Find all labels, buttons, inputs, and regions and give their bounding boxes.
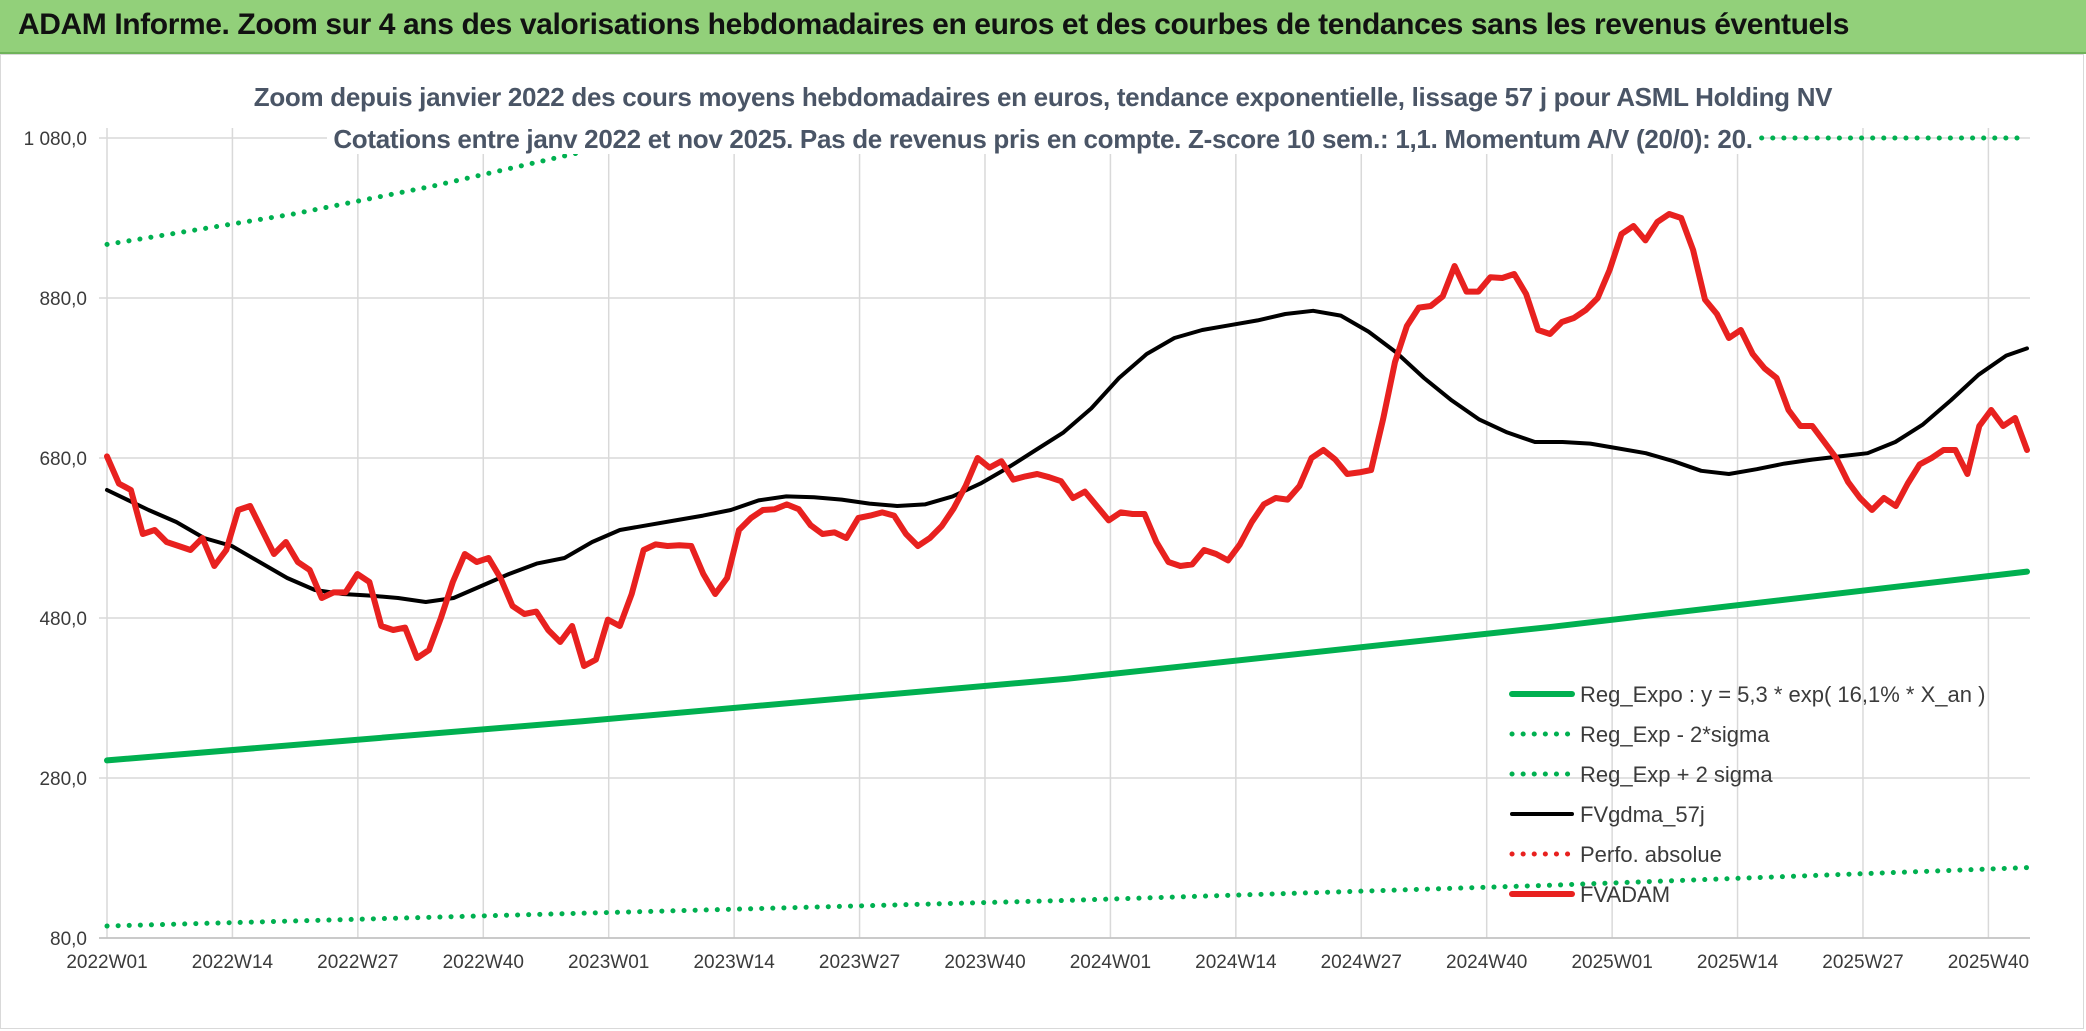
x-tick-label: 2025W27 bbox=[1822, 952, 1903, 973]
chart-title: Zoom depuis janvier 2022 des cours moyen… bbox=[0, 82, 2086, 113]
legend-label: Perfo. absolue bbox=[1580, 842, 1722, 867]
series-line-1 bbox=[104, 865, 2030, 929]
x-tick-label: 2025W14 bbox=[1697, 952, 1779, 973]
y-tick-label: 280,0 bbox=[39, 769, 87, 790]
chart-subtitle-text: Cotations entre janv 2022 et nov 2025. P… bbox=[327, 124, 1759, 154]
report-title: ADAM Informe. Zoom sur 4 ans des valoris… bbox=[18, 8, 1850, 41]
chart-frame bbox=[0, 54, 2084, 1029]
chart-subtitle: Cotations entre janv 2022 et nov 2025. P… bbox=[0, 124, 2086, 155]
series-line-5 bbox=[104, 211, 2030, 669]
legend: Reg_Expo : y = 5,3 * exp( 16,1% * X_an )… bbox=[1509, 682, 1985, 907]
x-tick-label: 2022W01 bbox=[66, 952, 147, 973]
x-tick-label: 2024W01 bbox=[1070, 952, 1151, 973]
x-tick-label: 2023W40 bbox=[944, 952, 1025, 973]
series-line-0 bbox=[104, 568, 2030, 764]
y-tick-label: 480,0 bbox=[39, 609, 87, 630]
legend-label: FVgdma_57j bbox=[1580, 802, 1705, 827]
chart-title-text: Zoom depuis janvier 2022 des cours moyen… bbox=[247, 82, 1839, 112]
y-axis: 80,0 280,0 480,0 680,0 880,0 1 080,0 bbox=[24, 129, 87, 950]
x-axis: 2022W01 2022W14 2022W27 2022W40 2023W01 2023W… bbox=[66, 952, 2029, 973]
legend-label: Reg_Expo : y = 5,3 * exp( 16,1% * X_an ) bbox=[1580, 682, 1985, 707]
x-tick-label: 2024W14 bbox=[1195, 952, 1277, 973]
y-tick-label: 1 080,0 bbox=[24, 129, 87, 150]
series-group bbox=[104, 135, 2030, 929]
x-tick-label: 2023W01 bbox=[568, 952, 649, 973]
x-tick-label: 2022W27 bbox=[317, 952, 398, 973]
x-tick-label: 2024W40 bbox=[1446, 952, 1527, 973]
x-tick-label: 2025W40 bbox=[1948, 952, 2029, 973]
report-header: ADAM Informe. Zoom sur 4 ans des valoris… bbox=[0, 0, 2086, 54]
y-tick-label: 80,0 bbox=[50, 929, 87, 950]
series-line-3 bbox=[105, 308, 2029, 604]
grid bbox=[99, 128, 2030, 939]
x-tick-label: 2022W14 bbox=[192, 952, 274, 973]
series-line-2 bbox=[104, 135, 2030, 247]
x-tick-label: 2024W27 bbox=[1321, 952, 1402, 973]
y-tick-label: 880,0 bbox=[39, 289, 87, 310]
x-tick-label: 2025W01 bbox=[1571, 952, 1652, 973]
x-tick-label: 2023W14 bbox=[693, 952, 775, 973]
x-tick-label: 2023W27 bbox=[819, 952, 900, 973]
y-tick-label: 680,0 bbox=[39, 449, 87, 470]
legend-label: FVADAM bbox=[1580, 882, 1670, 907]
legend-label: Reg_Exp + 2 sigma bbox=[1580, 762, 1773, 787]
x-tick-label: 2022W40 bbox=[443, 952, 524, 973]
legend-label: Reg_Exp - 2*sigma bbox=[1580, 722, 1770, 747]
